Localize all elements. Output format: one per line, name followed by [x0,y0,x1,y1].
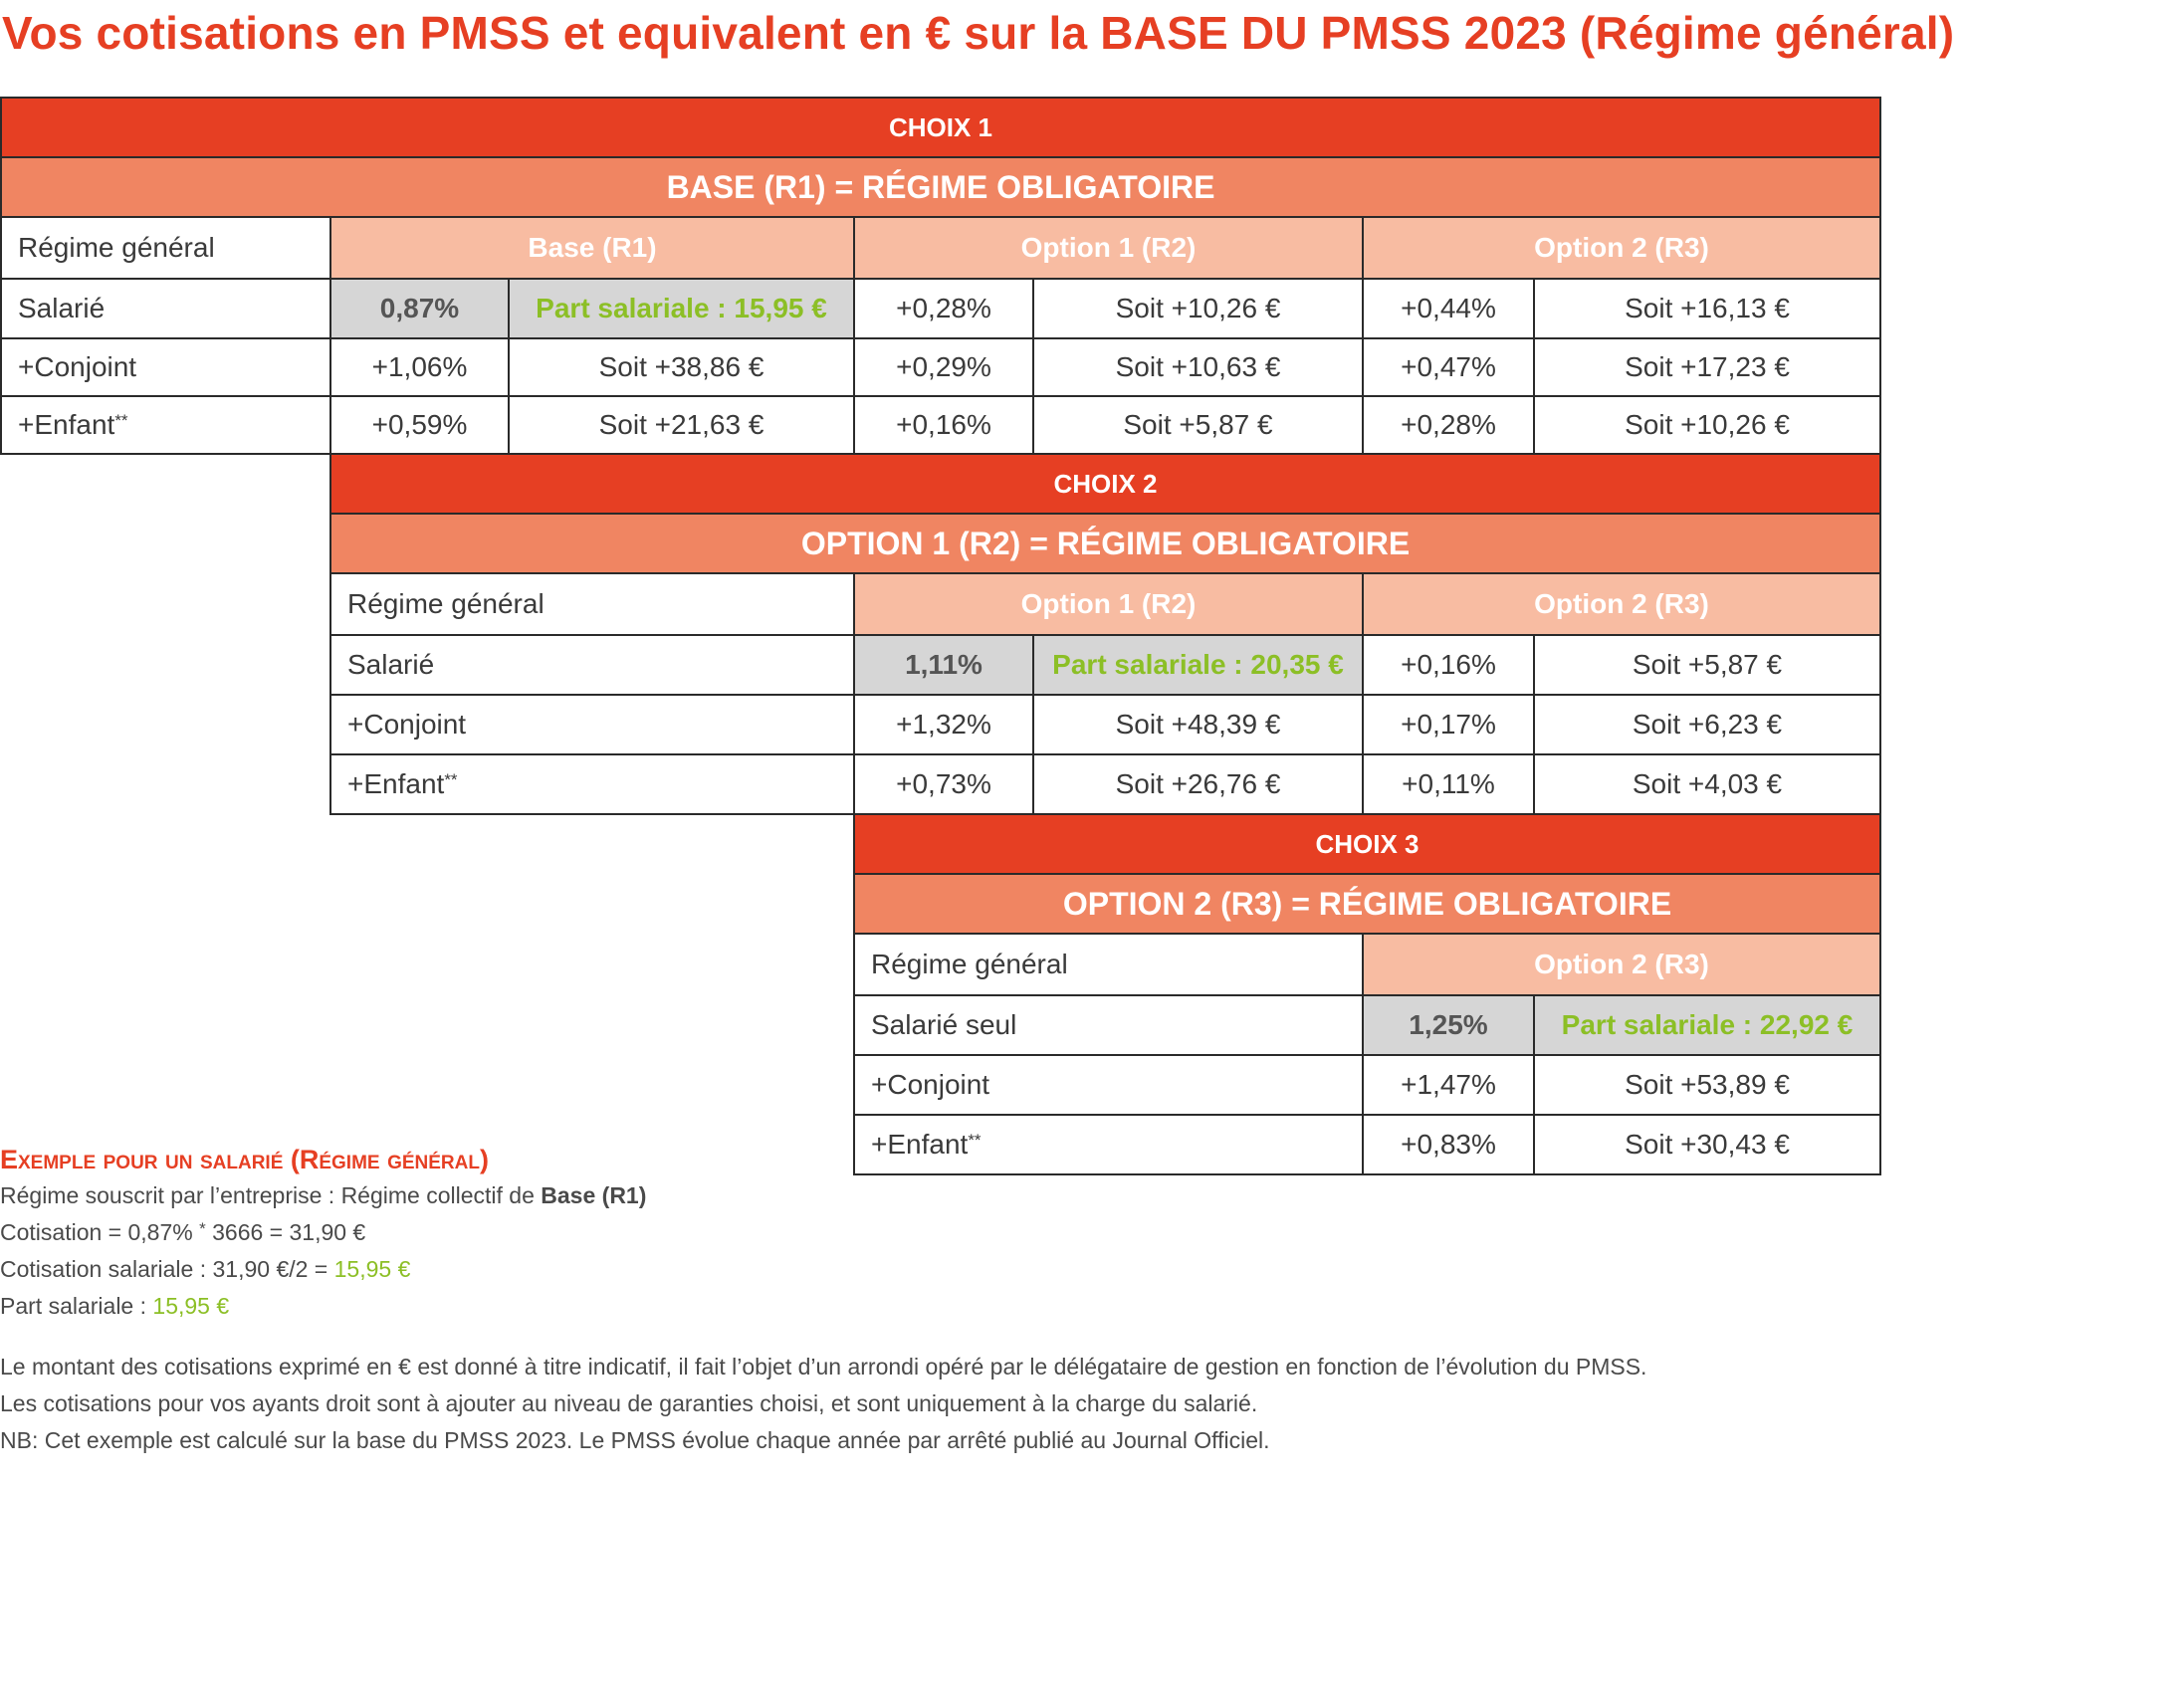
choix-3-conjoint-opt2-pct: +1,47% [1362,1054,1535,1116]
choix-1-col-base: Base (R1) [329,216,855,280]
example-line-cotisation-sup: * [199,1219,206,1238]
choix-3-regime-label: OPTION 2 (R3) = RÉGIME OBLIGATOIRE [853,873,1881,935]
choix-1-salarie-base-pct: 0,87% [329,278,510,339]
choix-2-conjoint-opt1-amt: Soit +48,39 € [1032,694,1364,755]
page-title: Vos cotisations en PMSS et equivalent en… [2,7,1955,59]
choix-1-header: CHOIX 1 [0,97,1881,158]
choix-2-conjoint-opt2-amt: Soit +6,23 € [1533,694,1881,755]
choix-3-enfant-footnote-mark: ** [968,1131,982,1150]
choix-1-salarie-opt1-pct: +0,28% [853,278,1034,339]
choix-3-row-label-salarie-seul: Salarié seul [853,994,1364,1056]
choix-2-salarie-opt2-amt: Soit +5,87 € [1533,634,1881,696]
choix-2-row-label-conjoint: +Conjoint [329,694,855,755]
choix-2-enfant-label-text: +Enfant [347,768,445,799]
choix-1-salarie-opt1-amt: Soit +10,26 € [1032,278,1364,339]
example-line-part-salariale-text: Part salariale : [0,1293,153,1319]
choix-1-row-label-salarie: Salarié [0,278,331,339]
choix-3-row-label-conjoint: +Conjoint [853,1054,1364,1116]
choix-2-col-option-2: Option 2 (R3) [1362,572,1881,636]
example-line-part-salariale-value: 15,95 € [152,1293,230,1319]
choix-3-conjoint-opt2-amt: Soit +53,89 € [1533,1054,1881,1116]
choix-1-enfant-opt1-amt: Soit +5,87 € [1032,395,1364,455]
choix-2-enfant-footnote-mark: ** [444,770,458,789]
note-line: Les cotisations pour vos ayants droit so… [0,1390,1258,1416]
choix-3-header: CHOIX 3 [853,813,1881,875]
choix-1-conjoint-base-pct: +1,06% [329,337,510,397]
choix-1-enfant-label-text: +Enfant [18,409,115,440]
choix-1-row-label-conjoint: +Conjoint [0,337,331,397]
choix-1-enfant-opt2-pct: +0,28% [1362,395,1535,455]
choix-1-enfant-opt2-amt: Soit +10,26 € [1533,395,1881,455]
choix-2-regime-label: OPTION 1 (R2) = RÉGIME OBLIGATOIRE [329,513,1881,574]
choix-2-header: CHOIX 2 [329,453,1881,515]
choix-3-salarie-part-salariale: Part salariale : 22,92 € [1533,994,1881,1056]
example-line-cotisation-a: Cotisation = 0,87% [0,1219,200,1245]
choix-3-row-header: Régime général [853,933,1364,996]
choix-2-conjoint-opt1-pct: +1,32% [853,694,1034,755]
example-line-part-salariale: Part salariale : 15,95 € [0,1288,646,1325]
choix-3-col-option-2: Option 2 (R3) [1362,933,1881,996]
choix-2-row-label-enfant: +Enfant ** [329,753,855,815]
choix-1-salarie-opt2-pct: +0,44% [1362,278,1535,339]
note-line: Le montant des cotisations exprimé en € … [0,1354,1647,1380]
example-line-cotisation-salariale-value: 15,95 € [333,1256,411,1282]
example-line-regime: Régime souscrit par l’entreprise : Régim… [0,1177,646,1214]
notes-section: Le montant des cotisations exprimé en € … [0,1349,1646,1459]
choix-1-regime-label: BASE (R1) = RÉGIME OBLIGATOIRE [0,156,1881,218]
choix-1-enfant-opt1-pct: +0,16% [853,395,1034,455]
choix-2-enfant-opt2-amt: Soit +4,03 € [1533,753,1881,815]
choix-2-salarie-opt2-pct: +0,16% [1362,634,1535,696]
choix-1-conjoint-opt2-amt: Soit +17,23 € [1533,337,1881,397]
example-line-regime-bold: Base (R1) [541,1182,647,1208]
example-line-regime-text: Régime souscrit par l’entreprise : Régim… [0,1182,542,1208]
choix-3-enfant-opt2-pct: +0,83% [1362,1114,1535,1175]
choix-1-conjoint-opt1-amt: Soit +10,63 € [1032,337,1364,397]
example-line-cotisation: Cotisation = 0,87% * 3666 = 31,90 € [0,1214,646,1251]
choix-2-row-label-salarie: Salarié [329,634,855,696]
choix-2-conjoint-opt2-pct: +0,17% [1362,694,1535,755]
choix-1-col-option-1: Option 1 (R2) [853,216,1364,280]
choix-2-salarie-opt1-pct: 1,11% [853,634,1034,696]
choix-1-col-option-2: Option 2 (R3) [1362,216,1881,280]
choix-2-row-header: Régime général [329,572,855,636]
note-line: NB: Cet exemple est calculé sur la base … [0,1427,1270,1453]
example-line-cotisation-b: 3666 = 31,90 € [205,1219,366,1245]
choix-1-conjoint-opt1-pct: +0,29% [853,337,1034,397]
choix-1-enfant-base-amt: Soit +21,63 € [508,395,855,455]
choix-3-salarie-opt2-pct: 1,25% [1362,994,1535,1056]
choix-2-enfant-opt2-pct: +0,11% [1362,753,1535,815]
choix-1-enfant-footnote-mark: ** [114,411,128,430]
choix-2-enfant-opt1-pct: +0,73% [853,753,1034,815]
choix-1-conjoint-opt2-pct: +0,47% [1362,337,1535,397]
choix-1-enfant-base-pct: +0,59% [329,395,510,455]
choix-3-row-label-enfant: +Enfant ** [853,1114,1364,1175]
example-title: Exemple pour un salarié (Régime général) [0,1145,489,1174]
choix-1-salarie-opt2-amt: Soit +16,13 € [1533,278,1881,339]
example-line-cotisation-salariale: Cotisation salariale : 31,90 €/2 = 15,95… [0,1251,646,1288]
choix-2-enfant-opt1-amt: Soit +26,76 € [1032,753,1364,815]
choix-2-salarie-part-salariale: Part salariale : 20,35 € [1032,634,1364,696]
choix-3-enfant-opt2-amt: Soit +30,43 € [1533,1114,1881,1175]
choix-1-salarie-part-salariale: Part salariale : 15,95 € [508,278,855,339]
choix-1-row-header: Régime général [0,216,331,280]
choix-2-col-option-1: Option 1 (R2) [853,572,1364,636]
example-section: Exemple pour un salarié (Régime général)… [0,1142,646,1325]
example-line-cotisation-salariale-text: Cotisation salariale : 31,90 €/2 = [0,1256,334,1282]
choix-1-row-label-enfant: +Enfant ** [0,395,331,455]
choix-1-conjoint-base-amt: Soit +38,86 € [508,337,855,397]
choix-3-enfant-label-text: +Enfant [871,1129,969,1160]
